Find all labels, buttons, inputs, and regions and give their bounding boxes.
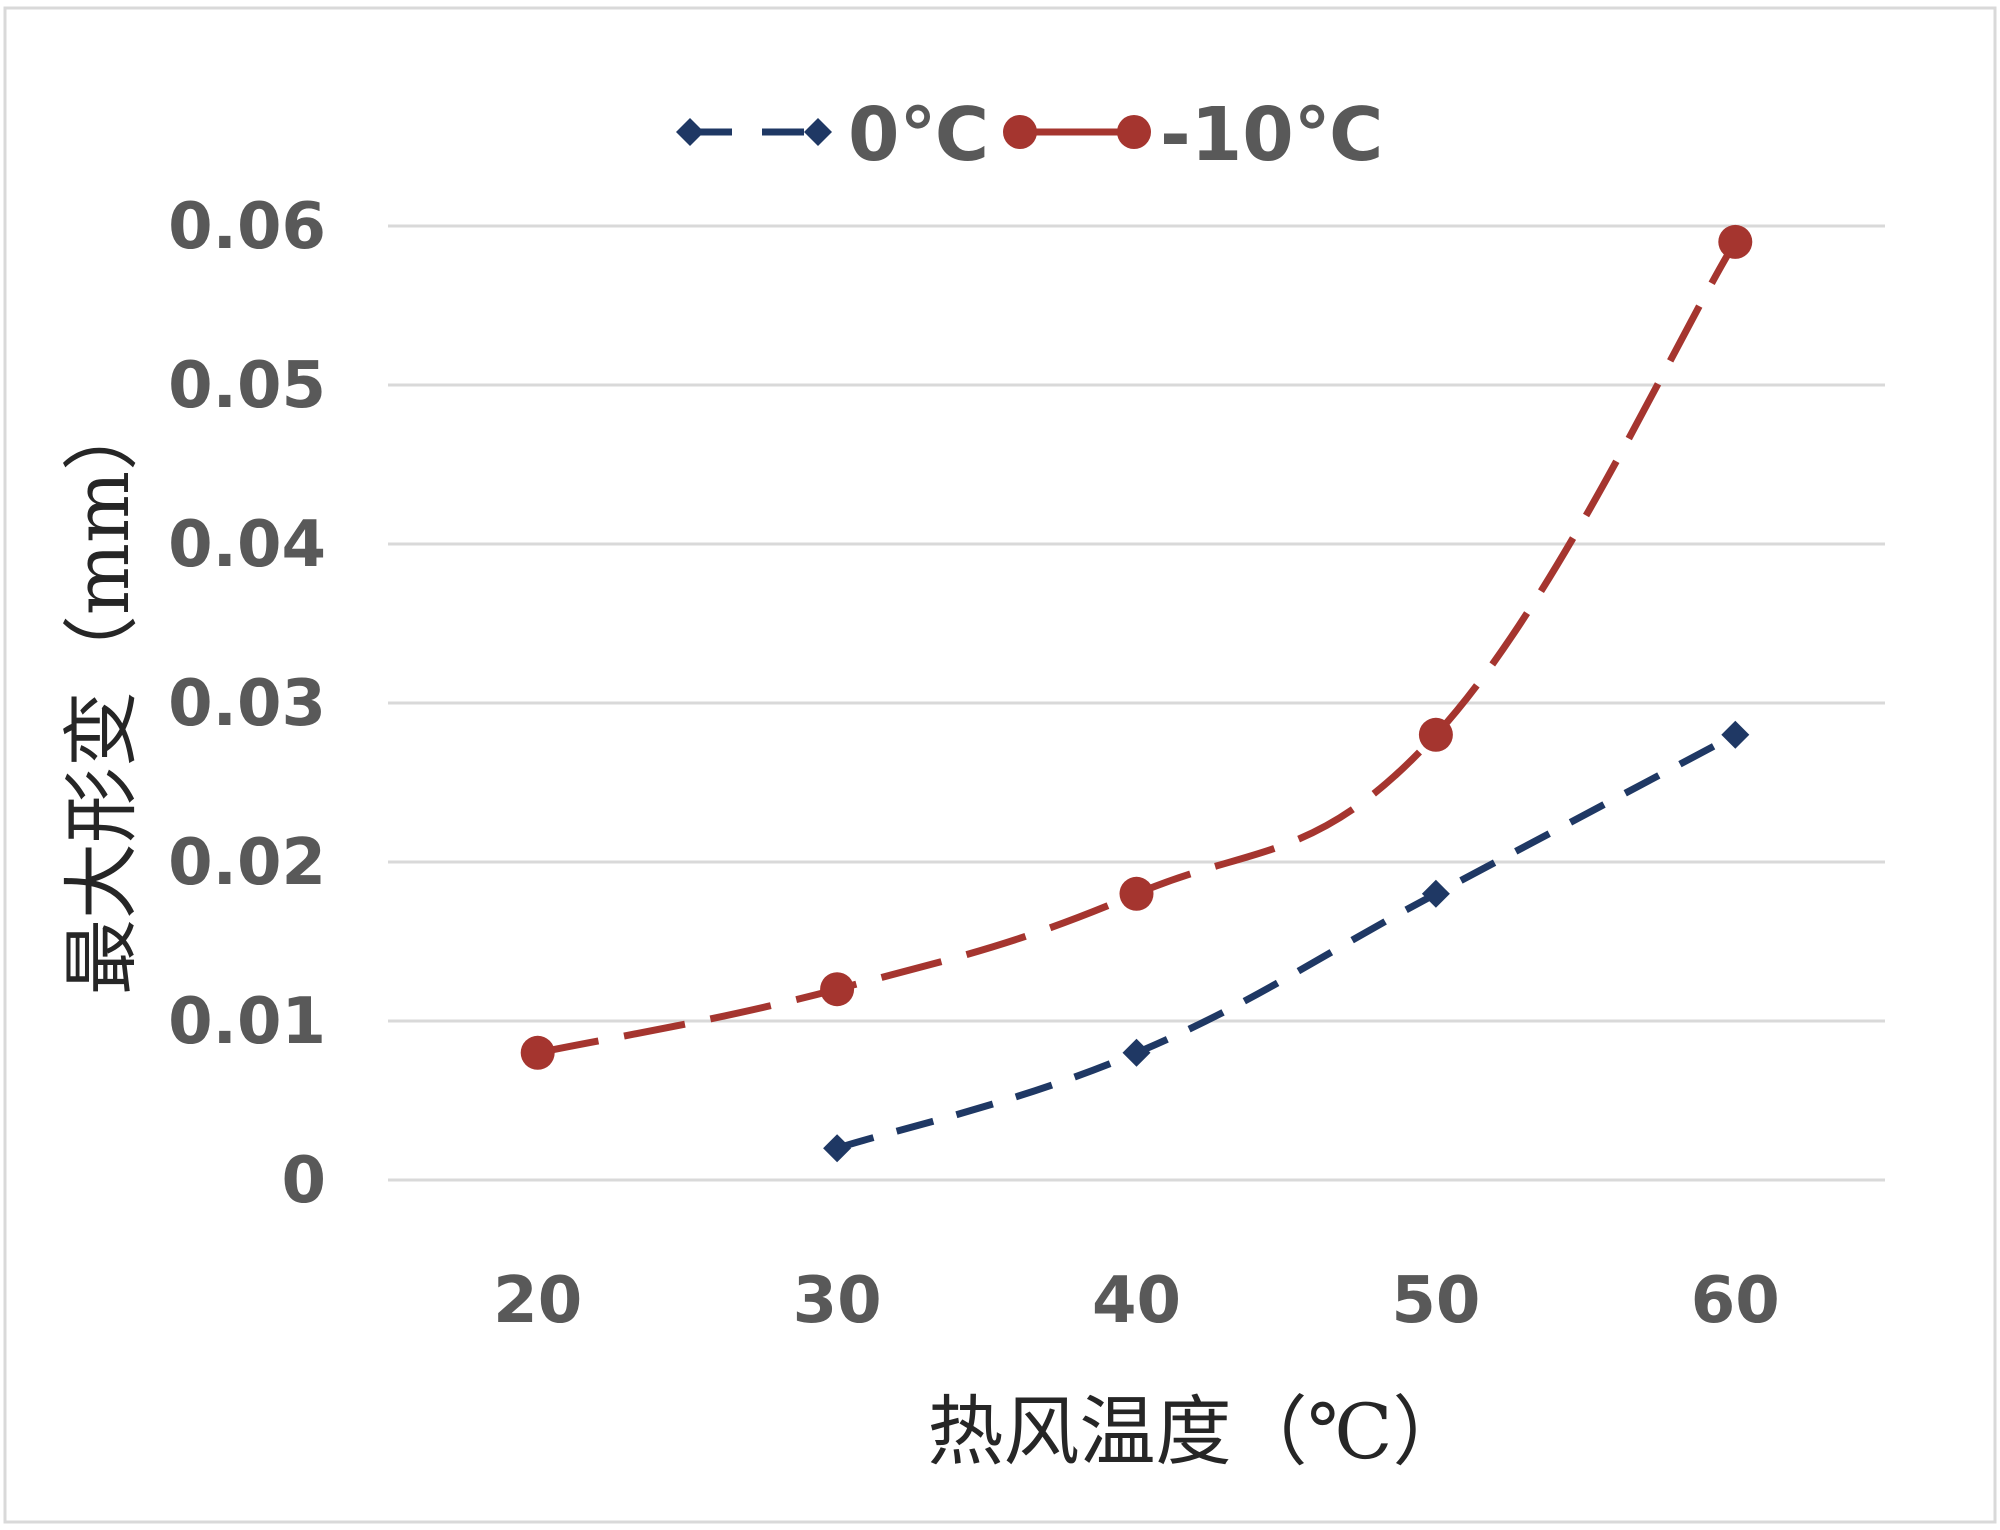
series-line: [836, 731, 1737, 1152]
y-tick-labels: 0 0.01 0.02 0.03 0.04 0.05 0.06: [168, 190, 326, 1218]
x-tick-label: 60: [1691, 1264, 1780, 1338]
x-tick-label: 50: [1391, 1264, 1480, 1338]
y-tick-label: 0.04: [168, 508, 326, 582]
legend-marker: [1003, 115, 1037, 149]
series-layer: [520, 224, 1753, 1163]
x-tick-labels: 20 30 40 50 60: [493, 1264, 1780, 1338]
x-tick-label: 40: [1092, 1264, 1181, 1338]
legend-item: -10℃: [1003, 92, 1383, 178]
legend: 0℃ -10℃: [676, 92, 1383, 178]
legend-item: 0℃: [676, 92, 989, 178]
data-point: [820, 972, 855, 1007]
y-axis-title: 最大形变（mm）: [57, 395, 146, 995]
series-line: [536, 240, 1739, 1057]
legend-label: -10℃: [1160, 92, 1383, 178]
data-point: [1122, 1038, 1151, 1067]
data-point: [1718, 224, 1753, 259]
gridlines: [388, 224, 1885, 1182]
y-tick-label: 0.06: [168, 190, 326, 264]
x-tick-label: 20: [493, 1264, 582, 1338]
x-tick-label: 30: [793, 1264, 882, 1338]
data-point: [823, 1134, 852, 1163]
series-2: [520, 224, 1753, 1070]
chart-border: [3, 6, 1997, 1524]
y-tick-label: 0.02: [168, 826, 326, 900]
data-point: [1421, 879, 1450, 908]
x-axis-title: 热风温度（℃）: [927, 1387, 1468, 1476]
y-tick-label: 0.01: [168, 985, 326, 1059]
data-point: [1721, 720, 1750, 749]
legend-marker: [676, 118, 704, 146]
data-point: [1119, 876, 1154, 911]
series-1: [823, 720, 1750, 1163]
legend-marker: [1117, 115, 1151, 149]
legend-marker: [804, 118, 832, 146]
legend-label: 0℃: [848, 92, 989, 178]
y-tick-label: 0: [281, 1144, 326, 1218]
y-tick-label: 0.05: [168, 349, 326, 423]
data-point: [1418, 717, 1453, 752]
data-point: [520, 1035, 555, 1070]
y-tick-label: 0.03: [168, 667, 326, 741]
